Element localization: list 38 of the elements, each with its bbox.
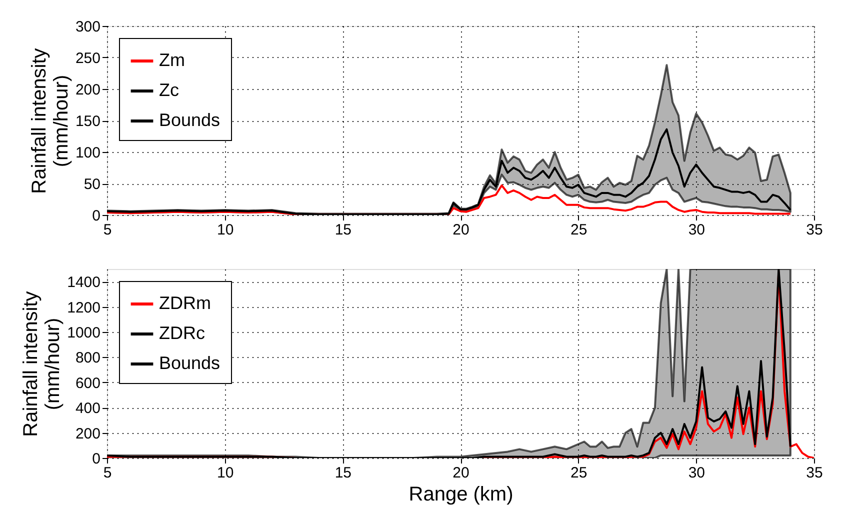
legend-label: ZDRc [159, 323, 205, 343]
y-tick-label: 1000 [67, 324, 100, 342]
y-tick-label: 400 [75, 400, 100, 418]
y-tick-label: 0 [92, 450, 100, 468]
x-tick-label: 30 [688, 222, 706, 238]
y-tick-label: 800 [75, 350, 100, 367]
annotation: Bounds [159, 110, 220, 130]
x-tick-label: 35 [806, 464, 823, 482]
x-tick-label: 25 [570, 222, 588, 238]
y-axis-title: Rainfall intensity (mm/hour) [28, 48, 72, 194]
y-tick-label: 1200 [67, 299, 100, 316]
x-tick-label: 5 [103, 464, 112, 482]
x-tick-label: 10 [216, 222, 234, 238]
x-tick-label: 25 [570, 464, 588, 482]
y-tick-label: 1400 [67, 274, 100, 292]
legend-label: ZDRm [159, 293, 211, 313]
legend-label: Zc [159, 80, 179, 100]
x-tick-label: 20 [452, 464, 470, 482]
y-tick-label: 250 [75, 50, 100, 67]
y-tick-label: 150 [75, 113, 100, 130]
y-tick-label: 300 [75, 18, 100, 36]
x-tick-label: 30 [688, 464, 706, 482]
x-tick-label: 5 [103, 222, 112, 238]
x-tick-label: 35 [806, 222, 823, 238]
annotation: Bounds [159, 353, 220, 373]
y-axis-title: Rainfall intensity (mm/hour) [20, 291, 64, 437]
y-tick-label: 50 [84, 176, 100, 193]
x-tick-label: 10 [216, 464, 234, 482]
y-tick-label: 0 [92, 208, 100, 224]
y-tick-label: 600 [75, 374, 100, 392]
x-tick-label: 15 [334, 464, 352, 482]
y-tick-label: 200 [75, 425, 100, 442]
x-tick-label: 20 [452, 222, 470, 238]
legend-label: Zm [159, 50, 185, 70]
y-tick-label: 100 [75, 144, 100, 162]
y-tick-label: 200 [75, 82, 100, 98]
x-axis-title: Range (km) [408, 484, 514, 506]
x-tick-label: 15 [334, 222, 352, 238]
